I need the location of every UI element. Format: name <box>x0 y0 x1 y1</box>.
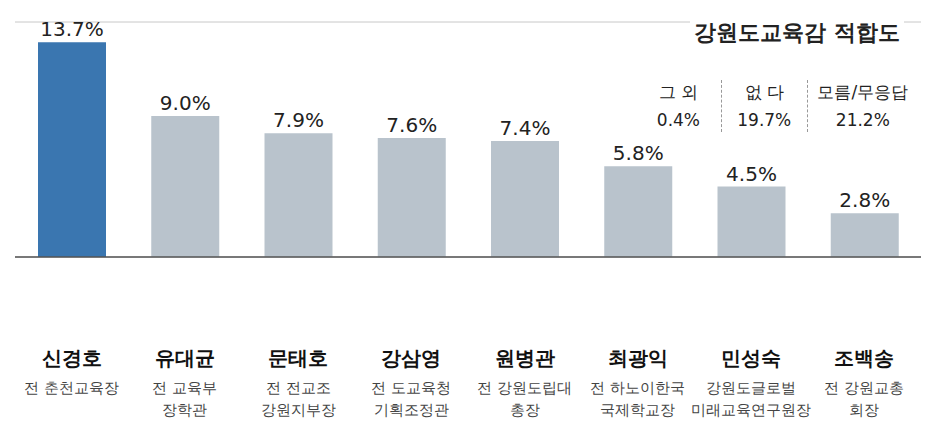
svg-text:2.8%: 2.8% <box>839 188 890 212</box>
html-text:없 다: 없 다 <box>744 82 784 102</box>
svg-text:강원지부장: 강원지부장 <box>261 401 336 419</box>
svg-text:전 도교육청: 전 도교육청 <box>371 379 451 397</box>
html-text:그 외: 그 외 <box>658 82 699 102</box>
html-text:21.2%: 21.2% <box>835 110 890 130</box>
svg-text:국제학교장: 국제학교장 <box>600 401 675 419</box>
svg-text:13.7%: 13.7% <box>40 17 104 41</box>
svg-text:전 교육부: 전 교육부 <box>152 379 217 397</box>
svg-text:강원도글로벌: 강원도글로벌 <box>706 379 796 397</box>
svg-text:4.5%: 4.5% <box>726 162 777 186</box>
svg-text:신경호: 신경호 <box>42 346 102 370</box>
svg-text:전 춘천교육장: 전 춘천교육장 <box>24 379 119 397</box>
svg-text:민성숙: 민성숙 <box>721 346 781 370</box>
svg-text:전 강원교총: 전 강원교총 <box>824 379 904 397</box>
svg-text:장학관: 장학관 <box>162 401 207 419</box>
svg-text:전 전교조: 전 전교조 <box>266 379 331 397</box>
svg-text:기획조정관: 기획조정관 <box>374 401 449 419</box>
svg-text:문태호: 문태호 <box>268 346 328 370</box>
html-text:19.7%: 19.7% <box>737 110 792 130</box>
svg-text:전 하노이한국: 전 하노이한국 <box>590 379 685 397</box>
svg-text:7.9%: 7.9% <box>273 108 324 132</box>
html-text:강원도교육감 적합도: 강원도교육감 적합도 <box>694 20 900 45</box>
svg-text:총장: 총장 <box>510 401 540 419</box>
svg-text:원병관: 원병관 <box>495 346 555 370</box>
svg-text:미래교육연구원장: 미래교육연구원장 <box>691 401 811 419</box>
svg-text:회장: 회장 <box>849 401 879 419</box>
html-text:0.4%: 0.4% <box>656 110 700 130</box>
svg-text:9.0%: 9.0% <box>160 91 211 115</box>
svg-text:전 강원도립대: 전 강원도립대 <box>477 379 572 397</box>
svg-text:강삼영: 강삼영 <box>381 346 441 370</box>
svg-text:5.8%: 5.8% <box>613 141 664 165</box>
html-text:모름/무응답: 모름/무응답 <box>817 82 909 102</box>
svg-text:최광익: 최광익 <box>608 346 668 370</box>
svg-text:유대균: 유대균 <box>155 346 215 370</box>
svg-text:7.4%: 7.4% <box>500 116 551 140</box>
svg-text:조백송: 조백송 <box>834 346 894 370</box>
svg-text:7.6%: 7.6% <box>386 113 437 137</box>
